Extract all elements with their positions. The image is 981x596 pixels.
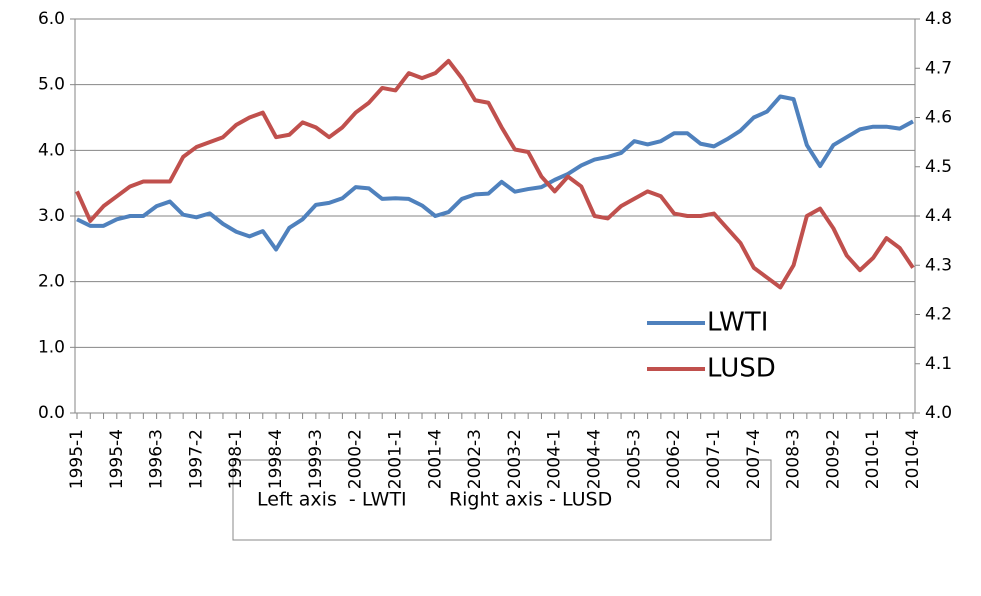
legend-label: LWTI <box>707 308 768 338</box>
y2-tick-label: 4.1 <box>925 354 952 374</box>
y-tick-label: 0.0 <box>38 403 65 423</box>
x-tick-label: 2000-2 <box>346 429 366 489</box>
y2-tick-label: 4.4 <box>925 206 952 226</box>
x-tick-label: 1997-2 <box>186 429 206 489</box>
y-tick-label: 6.0 <box>38 9 65 29</box>
y2-tick-label: 4.5 <box>925 157 952 177</box>
x-tick-label: 2001-1 <box>385 429 405 489</box>
y2-tick-label: 4.6 <box>925 108 952 128</box>
x-tick-label: 1995-4 <box>107 429 127 489</box>
series-line <box>76 94 914 252</box>
x-tick-label: 2002-3 <box>465 429 485 489</box>
legend-label: LUSD <box>707 354 776 384</box>
x-tick-label: 2001-4 <box>425 429 445 489</box>
x-tick-label: 1998-1 <box>226 429 246 489</box>
y-tick-label: 5.0 <box>38 75 65 95</box>
x-tick-label: 2008-3 <box>784 429 804 489</box>
x-tick-label: 2004-1 <box>545 429 565 489</box>
annotation: Left axis - LWTI Right axis - LUSD <box>257 489 612 511</box>
x-tick-label: 2006-2 <box>664 429 684 489</box>
x-tick-label: 2010-4 <box>903 429 923 489</box>
y-tick-label: 2.0 <box>38 272 65 292</box>
series-line <box>75 58 915 290</box>
x-tick-label: 2003-2 <box>505 429 525 489</box>
y-tick-label: 3.0 <box>38 206 65 226</box>
y2-tick-label: 4.8 <box>925 9 952 29</box>
annotation-box <box>232 459 772 541</box>
y2-tick-label: 4.7 <box>925 58 952 78</box>
x-tick-label: 2009-2 <box>823 429 843 489</box>
x-tick-label: 1996-3 <box>147 429 167 489</box>
x-tick-label: 2007-4 <box>744 429 764 489</box>
x-tick-label: 1999-3 <box>306 429 326 489</box>
x-tick-label: 2005-3 <box>624 429 644 489</box>
x-tick-label: 2010-1 <box>863 429 883 489</box>
x-tick-label: 1995-1 <box>67 429 87 489</box>
y2-tick-label: 4.0 <box>925 403 952 423</box>
y-tick-label: 1.0 <box>38 337 65 357</box>
y-tick-label: 4.0 <box>38 140 65 160</box>
x-tick-label: 1998-4 <box>266 429 286 489</box>
y2-tick-label: 4.2 <box>925 305 952 325</box>
x-tick-label: 2007-1 <box>704 429 724 489</box>
x-tick-label: 2004-4 <box>585 429 605 489</box>
y2-tick-label: 4.3 <box>925 255 952 275</box>
